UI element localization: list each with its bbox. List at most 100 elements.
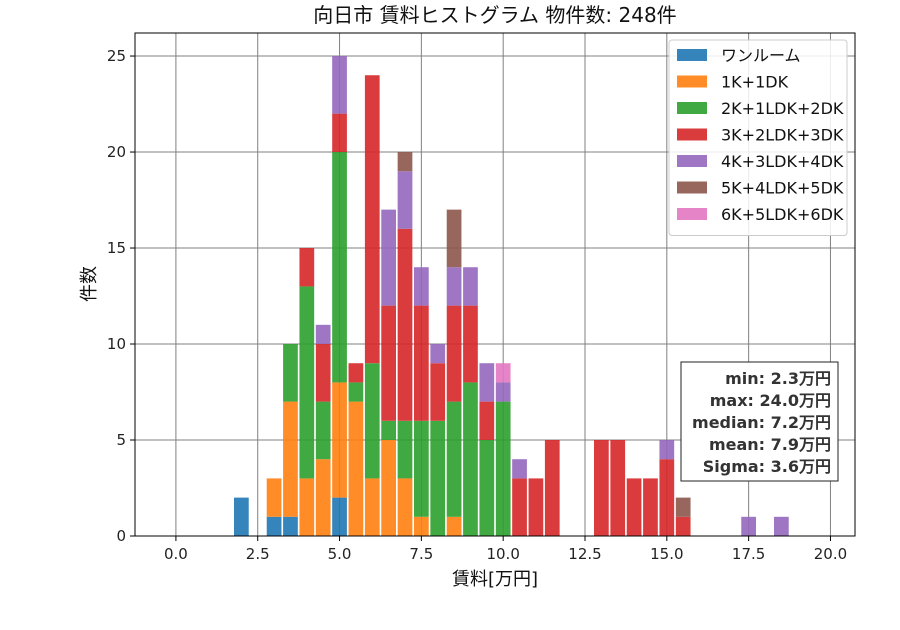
bar-segment-series-3 xyxy=(610,440,626,536)
bar-segment-series-1 xyxy=(348,401,364,536)
bar-segment-series-2 xyxy=(364,363,380,479)
x-tick-label: 12.5 xyxy=(568,545,601,563)
bar-segment-series-3 xyxy=(544,440,560,536)
legend-label: 2K+1LDK+2DK xyxy=(721,99,844,118)
x-tick-label: 2.5 xyxy=(246,545,270,563)
bar-segment-series-2 xyxy=(381,420,396,441)
x-tick-label: 17.5 xyxy=(732,545,765,563)
bar-segment-series-1 xyxy=(283,401,298,517)
y-axis-label: 件数 xyxy=(79,266,100,302)
bar-segment-series-4 xyxy=(741,516,756,536)
bar-segment-series-5 xyxy=(675,497,691,517)
legend: ワンルーム 1K+1DK 2K+1LDK+2DK 3K+2LDK+3DK 4K+3LDK… xyxy=(668,39,848,236)
bar-segment-series-3 xyxy=(332,113,347,153)
legend-swatch xyxy=(677,49,707,61)
bar-segment-series-1 xyxy=(446,516,462,536)
legend-swatch xyxy=(677,208,707,220)
bar-segment-series-3 xyxy=(364,75,380,364)
x-axis-ticks: 0.0 2.5 5.0 7.5 10.0 12.5 15.0 17.5 20.0 xyxy=(164,536,847,563)
bar-segment-series-1 xyxy=(315,459,331,536)
bar-segment-series-3 xyxy=(528,478,544,536)
bar-segment-series-2 xyxy=(430,420,446,536)
bar-segment-series-3 xyxy=(315,344,331,402)
stats-line: median: 7.2万円 xyxy=(692,413,831,432)
y-tick-label: 20 xyxy=(107,143,126,161)
bar-segment-series-4 xyxy=(414,267,429,306)
bar-segment-series-3 xyxy=(430,363,446,421)
legend-swatch xyxy=(677,155,707,167)
bars xyxy=(234,56,789,536)
bar-segment-series-2 xyxy=(332,152,347,383)
bar-segment-series-5 xyxy=(397,152,413,172)
bar-segment-series-4 xyxy=(381,209,396,306)
chart-title: 向日市 賃料ヒストグラム 物件数: 248件 xyxy=(313,3,676,27)
bar-segment-series-2 xyxy=(479,440,495,536)
y-tick-label: 5 xyxy=(116,431,126,449)
bar-segment-series-3 xyxy=(446,305,462,402)
bar-segment-series-2 xyxy=(348,382,364,402)
legend-label: 6K+5LDK+6DK xyxy=(721,205,844,224)
bar-segment-series-4 xyxy=(430,344,446,364)
bar-segment-series-3 xyxy=(381,305,396,421)
bar-segment-series-3 xyxy=(675,516,691,536)
bar-segment-series-3 xyxy=(594,440,609,536)
bar-segment-series-3 xyxy=(397,228,413,421)
legend-swatch xyxy=(677,75,707,88)
legend-swatch xyxy=(677,102,707,114)
y-tick-label: 15 xyxy=(107,239,126,257)
bar-segment-series-1 xyxy=(266,478,282,517)
x-tick-label: 5.0 xyxy=(328,545,352,563)
bar-segment-series-4 xyxy=(479,363,495,402)
legend-label: 5K+4LDK+5DK xyxy=(721,179,844,198)
bar-segment-series-2 xyxy=(414,420,429,517)
bar-segment-series-1 xyxy=(364,478,380,536)
bar-segment-series-0 xyxy=(283,516,298,536)
y-tick-label: 25 xyxy=(107,47,126,65)
bar-segment-series-2 xyxy=(495,401,511,536)
x-tick-label: 10.0 xyxy=(486,545,519,563)
y-axis-ticks: 0 5 10 15 20 25 xyxy=(107,47,135,545)
legend-label: 4K+3LDK+4DK xyxy=(721,152,844,171)
legend-label: 1K+1DK xyxy=(721,73,789,92)
bar-segment-series-2 xyxy=(315,401,331,460)
bar-segment-series-1 xyxy=(332,382,347,498)
y-tick-label: 10 xyxy=(107,335,126,353)
stats-line: min: 2.3万円 xyxy=(725,369,831,388)
bar-segment-series-1 xyxy=(414,516,429,536)
bar-segment-series-4 xyxy=(659,440,675,460)
bar-segment-series-4 xyxy=(512,459,527,479)
bar-segment-series-4 xyxy=(446,267,462,306)
bar-segment-series-3 xyxy=(299,248,315,287)
stats-line: mean: 7.9万円 xyxy=(709,435,831,454)
x-tick-label: 0.0 xyxy=(164,545,188,563)
bar-segment-series-3 xyxy=(463,305,478,383)
bar-segment-series-2 xyxy=(463,382,478,536)
y-tick-label: 0 xyxy=(116,527,126,545)
bar-segment-series-4 xyxy=(315,324,331,345)
bar-segment-series-1 xyxy=(397,478,413,536)
bar-segment-series-4 xyxy=(463,267,478,306)
bar-segment-series-6 xyxy=(495,363,511,383)
plot-frame xyxy=(134,32,856,537)
bar-segment-series-0 xyxy=(266,516,282,536)
bar-segment-series-4 xyxy=(397,171,413,229)
bar-segment-series-3 xyxy=(479,401,495,441)
legend-swatch xyxy=(677,128,707,141)
bar-segment-series-2 xyxy=(446,401,462,517)
bar-segment-series-3 xyxy=(348,363,364,383)
x-tick-label: 15.0 xyxy=(650,545,683,563)
bar-segment-series-3 xyxy=(659,459,675,536)
bar-segment-series-5 xyxy=(446,209,462,268)
bar-segment-series-2 xyxy=(283,344,298,402)
stats-line: Sigma: 3.6万円 xyxy=(703,457,831,476)
bar-segment-series-2 xyxy=(299,286,315,479)
x-tick-label: 7.5 xyxy=(409,545,433,563)
bar-segment-series-3 xyxy=(512,478,527,536)
bar-segment-series-4 xyxy=(774,516,789,536)
legend-label: ワンルーム xyxy=(721,46,801,65)
bar-segment-series-3 xyxy=(414,305,429,421)
bar-segment-series-0 xyxy=(234,497,249,536)
bar-segment-series-3 xyxy=(626,478,642,536)
legend-label: 3K+2LDK+3DK xyxy=(721,126,844,145)
